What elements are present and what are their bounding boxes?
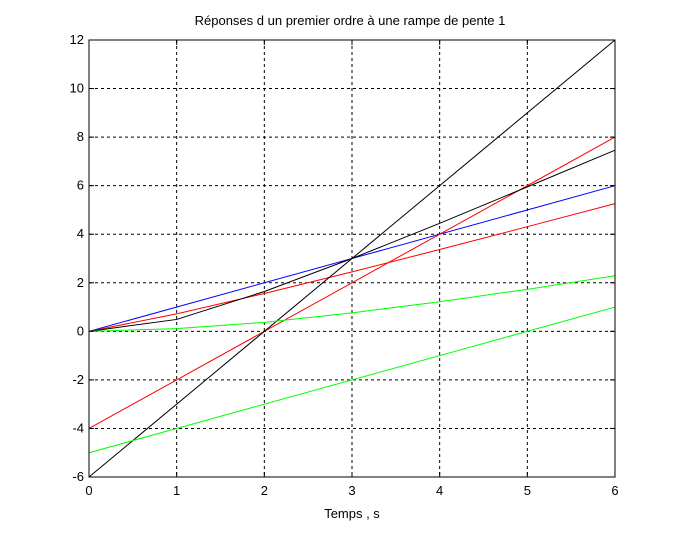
series-line-4 xyxy=(88,39,616,478)
series-line-2 xyxy=(88,136,616,429)
x-tick-label: 6 xyxy=(611,483,618,498)
y-tick-label: 8 xyxy=(77,129,84,144)
x-tick-label: 0 xyxy=(85,483,92,498)
y-tick-label: 12 xyxy=(70,32,84,47)
x-tick-label: 3 xyxy=(348,483,355,498)
chart-title: Réponses d un premier ordre à une rampe … xyxy=(195,13,506,28)
y-tick-label: -4 xyxy=(72,420,84,435)
y-tick-label: -6 xyxy=(72,469,84,484)
y-tick-label: 4 xyxy=(77,226,84,241)
x-axis-label: Temps , s xyxy=(324,506,380,521)
x-tick-label: 5 xyxy=(524,483,531,498)
x-tick-label: 2 xyxy=(261,483,268,498)
series-line-5 xyxy=(88,275,616,332)
series-layer xyxy=(88,39,616,478)
y-tick-label: 2 xyxy=(77,275,84,290)
x-tick-label: 1 xyxy=(173,483,180,498)
series-line-1 xyxy=(88,203,616,332)
y-tick-label: 0 xyxy=(77,323,84,338)
x-tick-label: 4 xyxy=(436,483,443,498)
y-tick-label: -2 xyxy=(72,372,84,387)
series-line-6 xyxy=(88,306,616,454)
y-tick-label: 6 xyxy=(77,178,84,193)
y-tick-label: 10 xyxy=(70,81,84,96)
